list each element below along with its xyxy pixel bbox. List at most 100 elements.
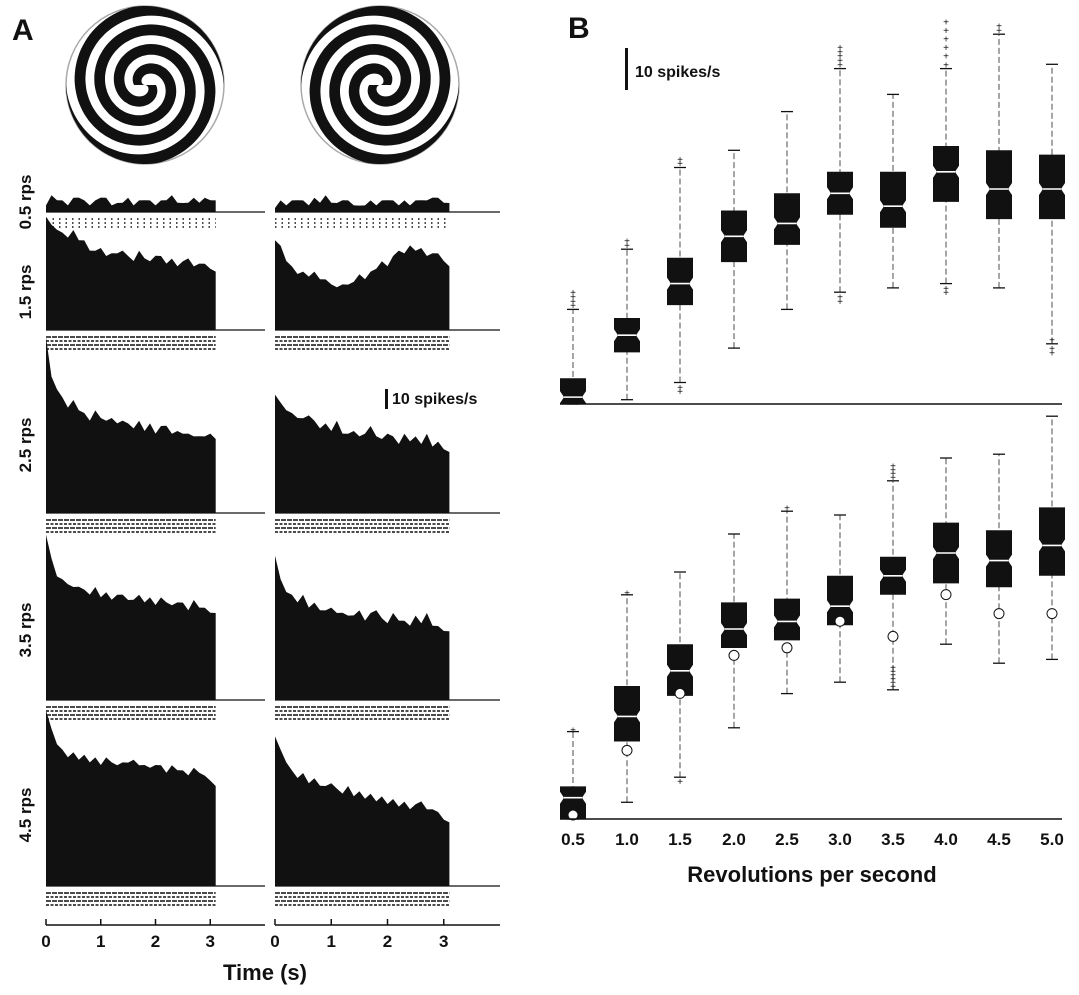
outlier-marker: +: [943, 43, 949, 54]
spiral-stimulus-ccw-icon: [65, 5, 225, 165]
outlier-marker: +: [677, 155, 683, 166]
reference-circle: [940, 589, 952, 601]
rate-label-2-5: 2.5 rps: [16, 418, 35, 473]
outlier-marker: +: [890, 678, 896, 689]
outlier-marker: +: [837, 43, 843, 54]
time-tick-label: 3: [439, 932, 448, 951]
outlier-marker: +: [677, 777, 683, 788]
outlier-marker: +: [890, 682, 896, 693]
time-tick-label: 3: [206, 932, 215, 951]
outlier-marker: +: [570, 293, 576, 304]
psth-histogram: [275, 195, 450, 212]
box-body: [774, 598, 800, 641]
psth-histogram: [275, 736, 450, 886]
outlier-marker: +: [943, 60, 949, 71]
reference-circle: [887, 630, 899, 642]
outlier-marker: +: [624, 589, 630, 600]
box-body: [1039, 507, 1065, 576]
outlier-marker: +: [624, 237, 630, 248]
rate-label-0-5: 0.5 rps: [16, 175, 35, 230]
outlier-marker: +: [890, 465, 896, 476]
psth-histogram: [46, 195, 216, 212]
outlier-marker: +: [624, 241, 630, 252]
time-tick-label: 2: [383, 932, 392, 951]
psth-histogram: [46, 710, 216, 886]
reference-circle: [728, 649, 740, 661]
revolutions-tick-labels: 0.5 1.0 1.5 2.0 2.5 3.0 3.5 4.0 4.5 5.0: [561, 830, 1064, 849]
time-tick-label: 0: [41, 932, 50, 951]
rps-tick-label: 4.0: [934, 830, 958, 849]
outlier-marker: +: [890, 674, 896, 685]
rate-labels: 0.5 rps 1.5 rps 2.5 rps 3.5 rps 4.5 rps: [16, 175, 35, 843]
outlier-marker: +: [570, 288, 576, 299]
time-axis-title: Time (s): [223, 960, 307, 985]
outlier-marker: +: [943, 288, 949, 299]
psth-histogram: [46, 337, 216, 513]
outlier-marker: +: [677, 159, 683, 170]
time-tick-label: 0: [270, 932, 279, 951]
box-body: [614, 686, 640, 742]
box-plot-upper: ++++++++++++++++++++++++++++++: [560, 17, 1065, 405]
panel-b-label: B: [568, 12, 590, 45]
outlier-marker: +: [943, 284, 949, 295]
psth-histogram: [275, 240, 450, 330]
outlier-marker: +: [890, 671, 896, 682]
revolutions-axis-title: Revolutions per second: [687, 862, 936, 887]
rate-label-4-5: 4.5 rps: [16, 788, 35, 843]
psth-histograms: [46, 195, 500, 887]
rps-tick-label: 2.5: [775, 830, 799, 849]
spiral-right-arm: [301, 6, 451, 146]
reference-circle: [674, 687, 686, 699]
outlier-marker: +: [890, 667, 896, 678]
box-plot-lower: ++++++++++++++: [560, 415, 1065, 821]
rps-tick-label: 1.5: [668, 830, 692, 849]
reference-circle: [1046, 608, 1058, 620]
outlier-marker: +: [943, 26, 949, 37]
outlier-marker: +: [784, 503, 790, 514]
spiral-stimulus-cw-icon: [300, 5, 460, 165]
outlier-marker: +: [837, 293, 843, 304]
panel-a-scalebar-label: 10 spikes/s: [392, 391, 478, 408]
outlier-marker: +: [677, 387, 683, 398]
panel-a-label: A: [12, 14, 34, 47]
rps-tick-label: 2.0: [722, 830, 746, 849]
outlier-marker: +: [943, 52, 949, 63]
reference-circle: [781, 642, 793, 654]
box-body: [880, 171, 906, 228]
outlier-marker: +: [1049, 344, 1055, 355]
rps-tick-label: 0.5: [561, 830, 585, 849]
spiral-right-arm: [309, 24, 459, 165]
panel-a-scalebar: [385, 389, 388, 409]
outlier-marker: +: [570, 725, 576, 736]
spike-rasters: [46, 218, 450, 906]
outlier-marker: +: [570, 297, 576, 308]
box-body: [721, 602, 747, 648]
reference-circle: [834, 615, 846, 627]
rps-tick-label: 5.0: [1040, 830, 1064, 849]
outlier-marker: +: [837, 56, 843, 67]
box-body: [986, 150, 1012, 220]
box-body: [560, 786, 586, 819]
outlier-marker: +: [1049, 348, 1055, 359]
time-tick-label: 1: [96, 932, 105, 951]
box-body: [933, 146, 959, 202]
reference-circle: [621, 744, 633, 756]
outlier-marker: +: [890, 663, 896, 674]
rate-label-3-5: 3.5 rps: [16, 603, 35, 658]
spiral-left-arm: [66, 24, 216, 165]
box-body: [774, 193, 800, 245]
outlier-marker: +: [677, 383, 683, 394]
psth-histogram: [46, 534, 216, 700]
outlier-marker: +: [890, 473, 896, 484]
panel-b-scalebar: [625, 48, 628, 90]
outlier-marker: +: [996, 22, 1002, 33]
outlier-marker: +: [890, 469, 896, 480]
psth-histogram: [275, 555, 450, 700]
outlier-marker: +: [1049, 336, 1055, 347]
rps-tick-label: 3.0: [828, 830, 852, 849]
time-axes: 0 1 2 3 0 1 2 3: [41, 919, 500, 951]
time-tick-label: 2: [151, 932, 160, 951]
outlier-marker: +: [837, 47, 843, 58]
outlier-marker: +: [837, 297, 843, 308]
